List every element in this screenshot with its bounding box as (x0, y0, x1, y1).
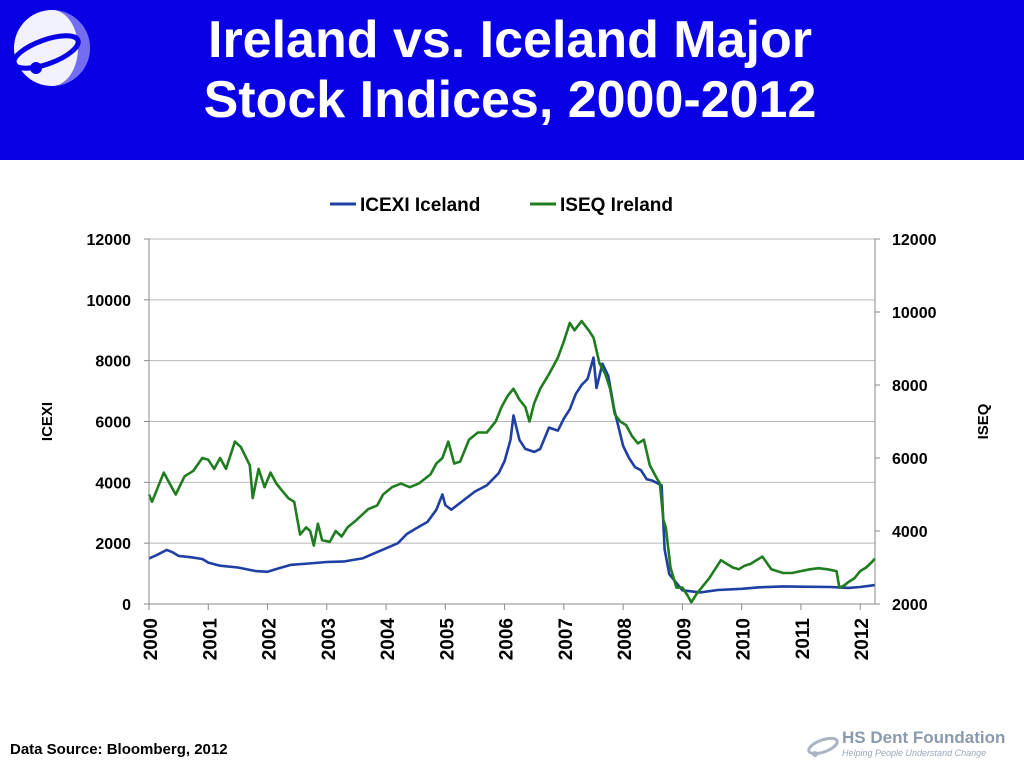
right-axis-label: ISEQ (975, 403, 992, 439)
x-tick-label: 2011 (793, 618, 814, 660)
right-tick-label: 4000 (892, 524, 928, 541)
title-line-2: Stock Indices, 2000-2012 (203, 71, 817, 129)
brand-tagline: Helping People Understand Change (842, 748, 987, 758)
x-tick-label: 2012 (852, 618, 873, 660)
series-line-ireland (147, 319, 876, 604)
data-source-note: Data Source: Bloomberg, 2012 (10, 741, 228, 758)
left-tick-label: 10000 (87, 293, 132, 310)
series-line-iceland (148, 356, 876, 594)
left-tick-label: 4000 (95, 475, 131, 492)
right-tick-label: 10000 (892, 305, 937, 322)
legend: ICEXI Iceland ISEQ Ireland (330, 195, 673, 216)
brand-name: HS Dent Foundation (842, 728, 1006, 747)
left-tick-label: 2000 (95, 536, 131, 553)
x-tick-label: 2009 (674, 618, 695, 660)
legend-label: ISEQ Ireland (560, 195, 673, 216)
right-axis-ticks: 2000 4000 6000 8000 10000 12000 (875, 232, 937, 614)
x-tick-label: 2004 (378, 618, 399, 661)
x-tick-label: 2003 (319, 618, 340, 660)
series-lines (147, 319, 876, 604)
title-line-1: Ireland vs. Iceland Major (208, 11, 812, 69)
x-tick-label: 2008 (615, 618, 636, 660)
stock-index-chart: 0 2000 4000 6000 8000 10000 12000 2000 4000 6000… (39, 195, 992, 660)
x-tick-label: 2000 (141, 618, 162, 660)
left-tick-label: 6000 (95, 415, 131, 432)
right-tick-label: 12000 (892, 232, 937, 249)
brand-footer: HS Dent Foundation Helping People Unders… (806, 726, 1016, 766)
x-tick-label: 2001 (200, 618, 221, 661)
x-tick-label: 2010 (734, 618, 755, 660)
left-tick-label: 12000 (87, 232, 132, 249)
foundation-logo-icon (11, 10, 90, 86)
x-tick-label: 2007 (556, 618, 577, 660)
x-tick-label: 2002 (260, 618, 281, 660)
brand-swoosh-icon (807, 736, 839, 757)
x-axis-ticks: 2000 2001 2002 2003 2004 2005 2006 2007 2008 2009… (141, 604, 873, 660)
title-banner: Ireland vs. Iceland Major Stock Indices,… (0, 0, 1024, 160)
legend-label: ICEXI Iceland (360, 195, 480, 216)
x-tick-label: 2005 (437, 618, 458, 661)
right-tick-label: 8000 (892, 378, 928, 395)
left-tick-label: 8000 (95, 354, 131, 371)
right-tick-label: 2000 (892, 597, 928, 614)
right-tick-label: 6000 (892, 451, 928, 468)
left-tick-label: 0 (122, 597, 131, 614)
left-axis-ticks: 0 2000 4000 6000 8000 10000 12000 (87, 232, 149, 614)
x-tick-label: 2006 (497, 618, 518, 660)
page-title: Ireland vs. Iceland Major Stock Indices,… (100, 10, 920, 130)
left-axis-label: ICEXI (39, 402, 56, 441)
